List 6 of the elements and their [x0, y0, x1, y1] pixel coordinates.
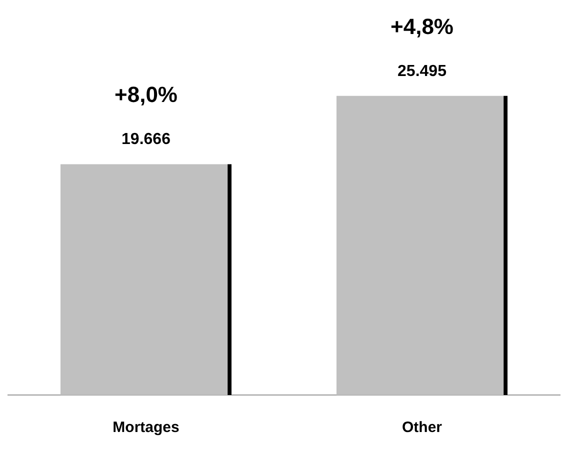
annotation: +8,0% [114, 82, 178, 108]
x-tick-label: Mortages [112, 419, 180, 436]
data-label: 25.495 [398, 62, 447, 80]
x-tick-label: Other [402, 419, 442, 436]
annotation: +4,8% [390, 14, 454, 39]
data-label: 19.666 [122, 131, 171, 148]
